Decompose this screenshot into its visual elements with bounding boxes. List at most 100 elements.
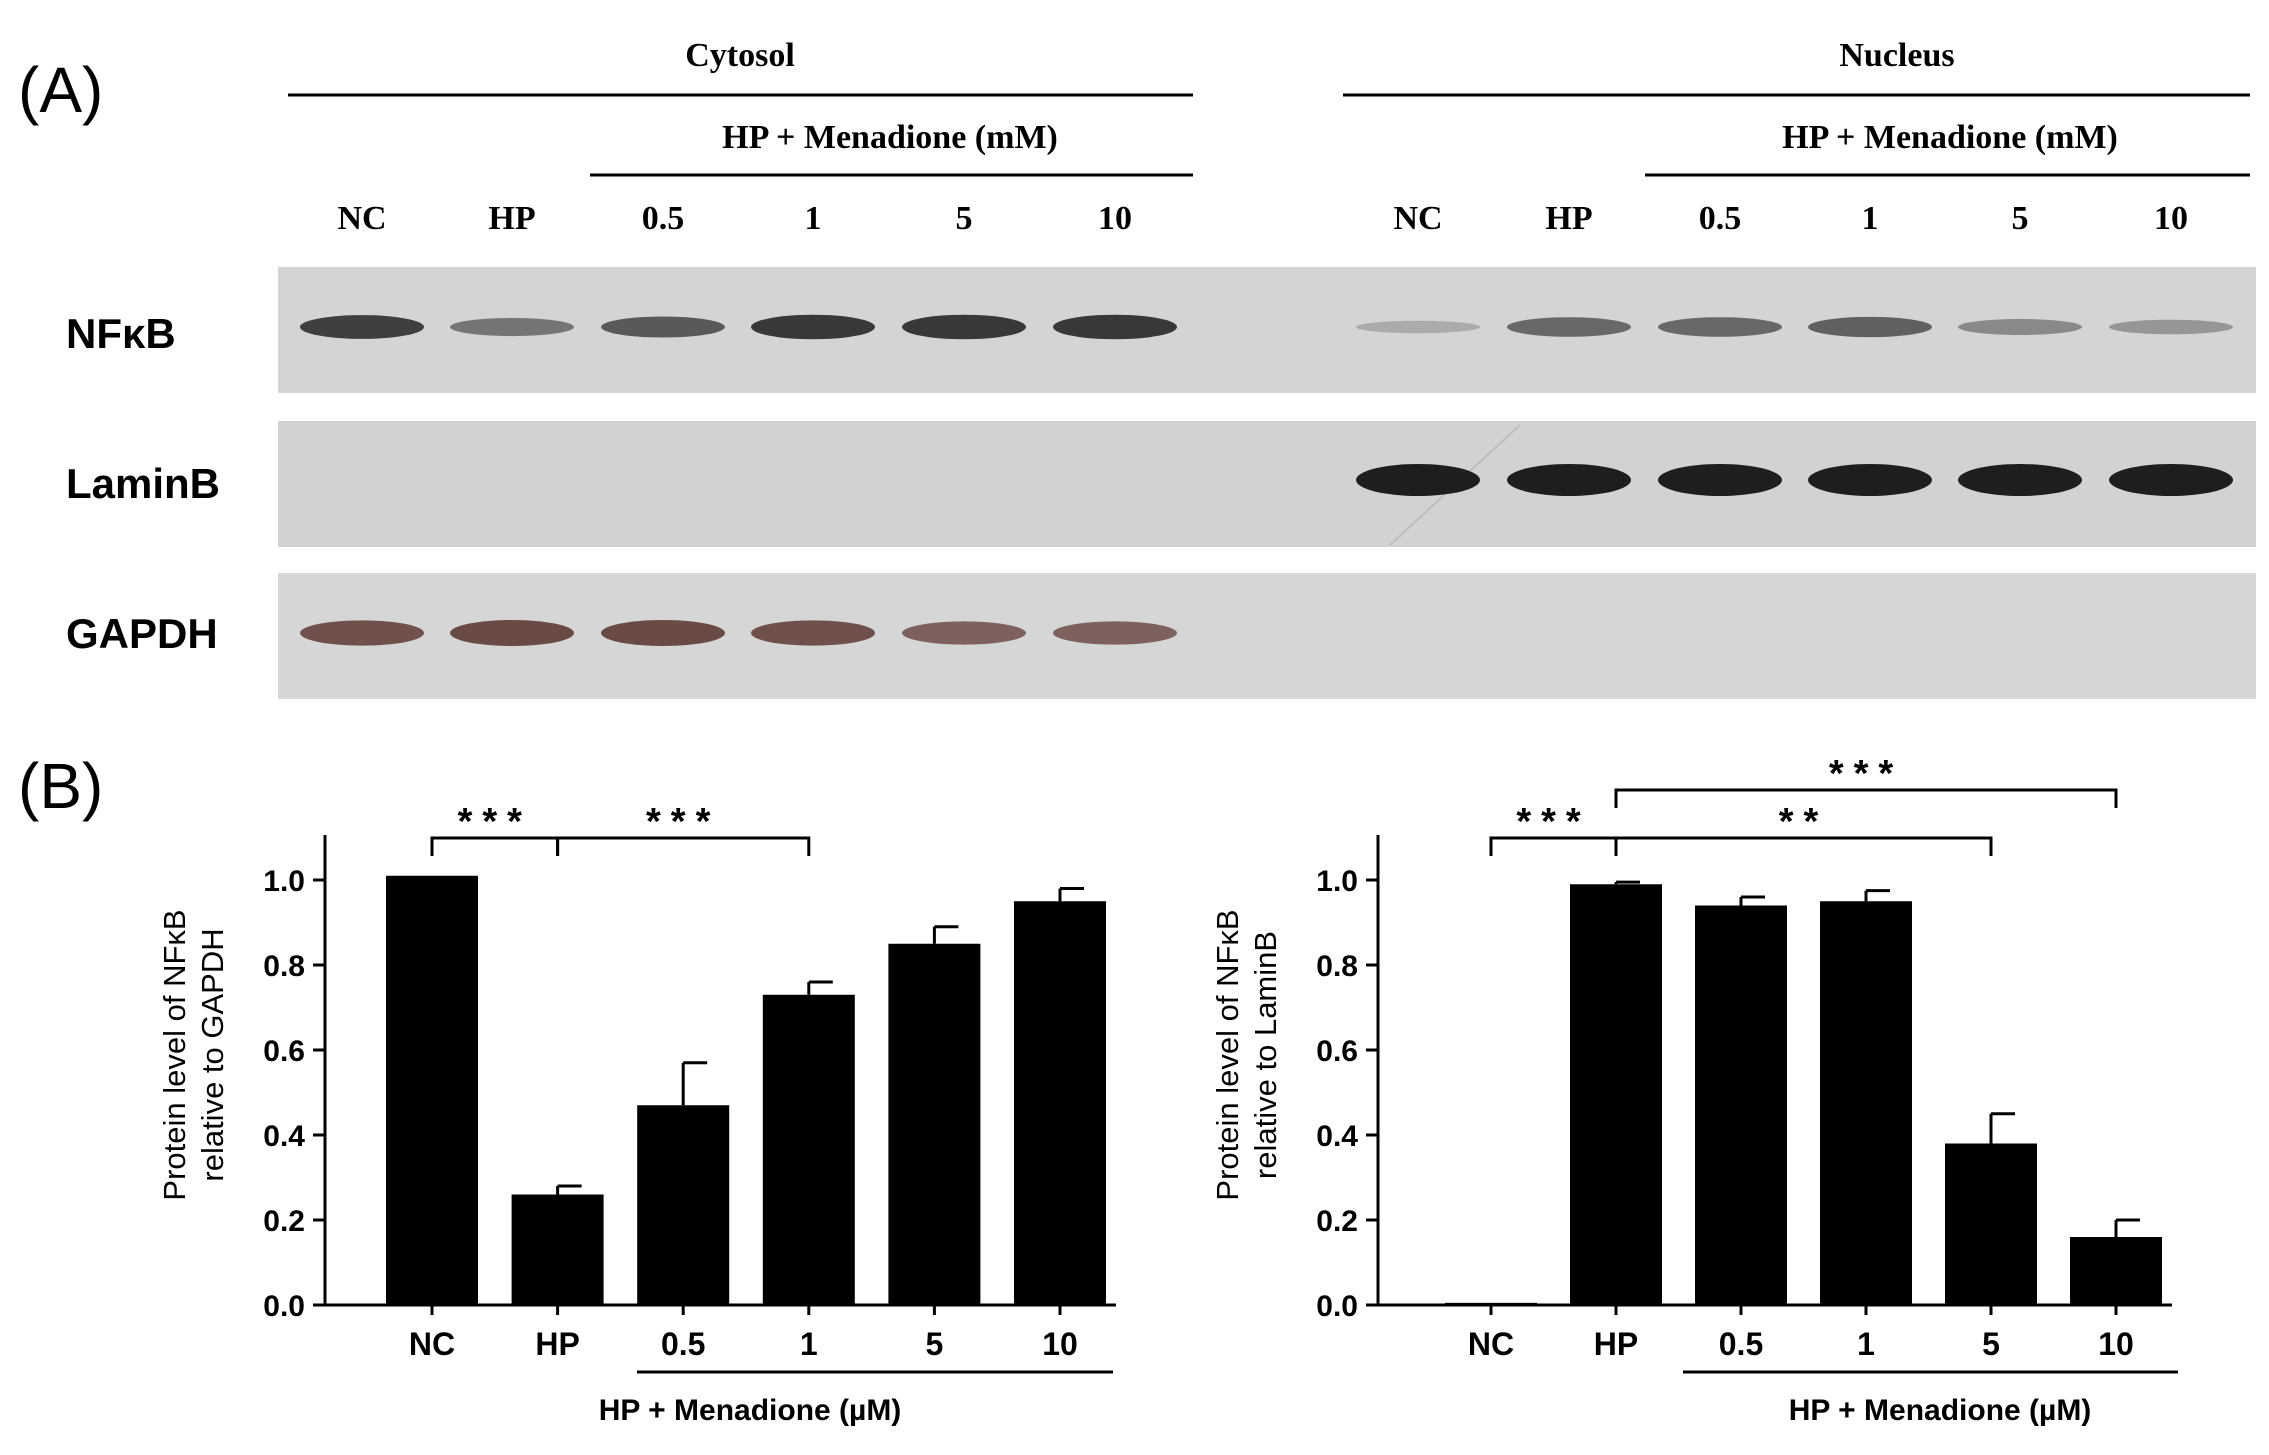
chart-1-xtick-label-5: 5: [926, 1326, 944, 1362]
band-laminb-nucleus-10: [2109, 464, 2233, 496]
band-gapdh-cytosol-5: [902, 621, 1026, 645]
chart-1-ytick-label-0-8: 0.8: [263, 950, 305, 983]
chart-1-bar-1: [762, 994, 855, 1305]
chart-1-sig-label-1: ***: [458, 801, 532, 843]
chart-1-xtick-label-hp: HP: [535, 1326, 579, 1362]
chart-2-sig-bracket-3: [1614, 788, 2118, 808]
cytosol-treatment-label: HP + Menadione (mM): [722, 119, 1058, 156]
chart-1-xtick-label-0-5: 0.5: [661, 1326, 705, 1362]
blot-label-nfkb: NFκB: [66, 310, 176, 357]
chart-1-ytick-label-0-4: 0.4: [263, 1120, 305, 1153]
cytosol-lane-label-nc: NC: [337, 200, 386, 237]
nucleus-treatment-label: HP + Menadione (mM): [1782, 119, 2118, 156]
band-gapdh-cytosol-nc: [300, 620, 424, 646]
chart-2-bar-nc: [1445, 1302, 1537, 1305]
chart-2-ytick-label-0-8: 0.8: [1316, 950, 1358, 983]
band-gapdh-cytosol-10: [1053, 621, 1177, 645]
cytosol-lane-label-10: 10: [1098, 200, 1132, 237]
chart-2-ytick-label-1-0: 1.0: [1316, 865, 1358, 898]
chart-2-xtick-label-0-5: 0.5: [1719, 1326, 1763, 1362]
chart-1-sig-label-2: ***: [646, 801, 720, 843]
gapdh-blot-strip: [278, 573, 2256, 699]
chart-1-bar-0-5: [637, 1105, 730, 1305]
chart-2-ylabel-line2: relative to LaminB: [1248, 931, 1283, 1179]
nucleus-title: Nucleus: [1839, 37, 1954, 74]
chart-1-bar-5: [888, 943, 981, 1305]
chart-1-bar-10: [1014, 901, 1106, 1305]
band-gapdh-cytosol-0-5: [601, 620, 725, 646]
blot-label-gapdh: GAPDH: [66, 610, 218, 657]
band-nf-b-nucleus-10: [2109, 319, 2233, 335]
chart-2-sig-bracket-2: [1614, 836, 1993, 856]
chart-1-xtick-label-10: 10: [1042, 1326, 1078, 1362]
band-nf-b-nucleus-hp: [1507, 317, 1631, 337]
chart-2-sig-label-3: ***: [1829, 753, 1903, 795]
chart-2-xtick-label-hp: HP: [1594, 1326, 1638, 1362]
blot-label-laminb: LaminB: [66, 460, 220, 507]
band-nf-b-nucleus-0-5: [1658, 317, 1782, 337]
band-nf-b-cytosol-1: [751, 314, 875, 340]
chart-2-bar-10: [2070, 1237, 2162, 1305]
band-laminb-nucleus-nc: [1356, 464, 1480, 496]
chart-1-ytick-label-1-0: 1.0: [263, 865, 305, 898]
chart-2-bar-0-5: [1695, 905, 1787, 1305]
chart-1-xlabel: HP + Menadione (µM): [599, 1394, 902, 1427]
nucleus-lane-label-nc: NC: [1393, 200, 1442, 237]
chart-1-ytick-label-0-6: 0.6: [263, 1035, 305, 1068]
lane-labels: NC HP 0.5 1 5 10 NC HP 0.5 1 5 10: [337, 200, 2188, 237]
chart-1-ylabel-line1: Protein level of NFκB: [157, 909, 192, 1200]
chart-2-bar-hp: [1570, 884, 1662, 1305]
band-nf-b-cytosol-nc: [300, 315, 424, 339]
band-nf-b-nucleus-1: [1808, 316, 1932, 338]
panel-a-label: (A): [18, 54, 103, 126]
cytosol-lane-label-hp: HP: [488, 200, 535, 237]
band-gapdh-cytosol-hp: [450, 620, 574, 646]
blot-bands: [300, 314, 2233, 646]
nucleus-lane-label-hp: HP: [1545, 200, 1592, 237]
chart-2-bar-5: [1945, 1143, 2037, 1305]
nucleus-lane-label-10: 10: [2154, 200, 2188, 237]
chart-2-ylabel-line1: Protein level of NFκB: [1210, 909, 1245, 1200]
chart-1-ylabel-line2: relative to GAPDH: [195, 928, 230, 1181]
chart-2-ytick-label-0-4: 0.4: [1316, 1120, 1358, 1153]
band-nf-b-cytosol-0-5: [601, 316, 725, 338]
chart-2-xtick-label-5: 5: [1982, 1326, 2000, 1362]
band-laminb-nucleus-0-5: [1658, 464, 1782, 496]
panel-b-label: (B): [18, 750, 103, 822]
chart-2-ytick-label-0-2: 0.2: [1316, 1205, 1358, 1238]
cytosol-title: Cytosol: [685, 37, 795, 74]
chart-2-xtick-label-1: 1: [1857, 1326, 1875, 1362]
laminb-blot-strip: [278, 421, 2256, 547]
cytosol-lane-label-5: 5: [956, 200, 973, 237]
band-gapdh-cytosol-1: [751, 620, 875, 646]
chart-1-ytick-label-0-2: 0.2: [263, 1205, 305, 1238]
band-nf-b-nucleus-5: [1958, 319, 2082, 335]
chart-2-xtick-label-nc: NC: [1468, 1326, 1514, 1362]
nucleus-lane-label-0-5: 0.5: [1699, 200, 1742, 237]
nucleus-lane-label-1: 1: [1862, 200, 1879, 237]
band-laminb-nucleus-5: [1958, 464, 2082, 496]
chart-1-bar-nc: [386, 875, 478, 1305]
nfkb-blot-strip: [278, 267, 2256, 393]
chart-cytosol: Protein level of NFκB relative to GAPDH …: [157, 801, 1116, 1427]
cytosol-lane-label-0-5: 0.5: [642, 200, 685, 237]
chart-1-ytick-label-0-0: 0.0: [263, 1290, 305, 1323]
chart-2-ytick-label-0-0: 0.0: [1316, 1290, 1358, 1323]
chart-2-sig-label-2: **: [1779, 801, 1829, 843]
chart-nucleus: Protein level of NFκB relative to LaminB…: [1210, 753, 2178, 1427]
band-laminb-nucleus-hp: [1507, 464, 1631, 496]
chart-1-xtick-label-nc: NC: [409, 1326, 455, 1362]
band-nf-b-cytosol-10: [1053, 314, 1177, 340]
band-nf-b-cytosol-hp: [450, 317, 574, 337]
chart-2-sig-label-1: ***: [1516, 801, 1590, 843]
chart-1-xtick-label-1: 1: [800, 1326, 818, 1362]
chart-2-ytick-label-0-6: 0.6: [1316, 1035, 1358, 1068]
band-nf-b-cytosol-5: [902, 314, 1026, 340]
chart-1-sig-bracket-2: [556, 836, 811, 856]
chart-1-bar-hp: [511, 1194, 604, 1305]
band-laminb-nucleus-1: [1808, 464, 1932, 496]
nucleus-lane-label-5: 5: [2012, 200, 2029, 237]
cytosol-lane-label-1: 1: [805, 200, 822, 237]
chart-2-xtick-label-10: 10: [2098, 1326, 2134, 1362]
